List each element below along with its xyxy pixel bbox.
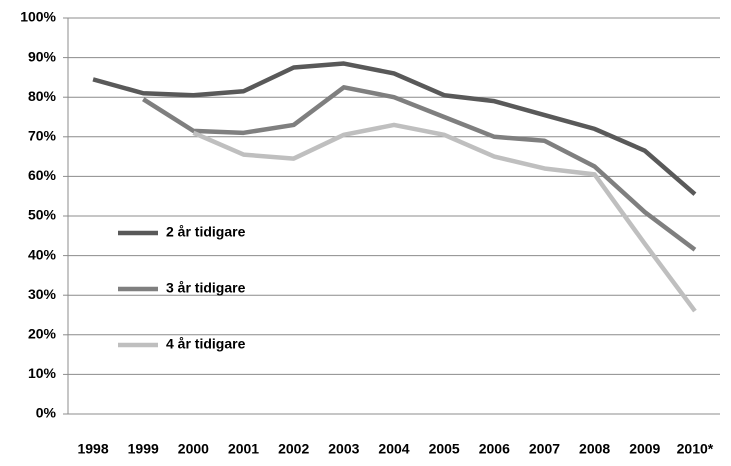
y-tick-label: 100% bbox=[20, 9, 56, 25]
x-tick-label: 2009 bbox=[629, 441, 660, 457]
y-tick-label: 40% bbox=[28, 246, 57, 262]
series-line bbox=[142, 85, 697, 252]
x-tick-label: 2005 bbox=[429, 441, 460, 457]
y-tick-label: 20% bbox=[28, 326, 57, 342]
legend-label: 2 år tidigare bbox=[166, 224, 246, 240]
y-tick-label: 50% bbox=[28, 207, 57, 223]
y-tick-label: 30% bbox=[28, 286, 57, 302]
y-tick-label: 80% bbox=[28, 88, 57, 104]
x-tick-label: 2006 bbox=[479, 441, 510, 457]
x-tick-label: 1999 bbox=[128, 441, 159, 457]
legend-label: 3 år tidigare bbox=[166, 280, 246, 296]
x-tick-label: 1998 bbox=[77, 441, 108, 457]
y-tick-label: 70% bbox=[28, 128, 57, 144]
x-tick-label: 2008 bbox=[579, 441, 610, 457]
series-line bbox=[192, 122, 697, 313]
y-tick-label: 10% bbox=[28, 365, 57, 381]
x-tick-label: 2001 bbox=[228, 441, 259, 457]
y-tick-label: 60% bbox=[28, 167, 57, 183]
y-tick-label: 0% bbox=[36, 405, 57, 421]
x-tick-label: 2004 bbox=[378, 441, 409, 457]
x-tick-label: 2007 bbox=[529, 441, 560, 457]
x-tick-label: 2000 bbox=[178, 441, 209, 457]
y-tick-label: 90% bbox=[28, 48, 57, 64]
x-tick-label: 2010* bbox=[677, 441, 714, 457]
x-tick-label: 2003 bbox=[328, 441, 359, 457]
series-line bbox=[92, 61, 697, 196]
x-tick-label: 2002 bbox=[278, 441, 309, 457]
legend-label: 4 år tidigare bbox=[166, 336, 246, 352]
